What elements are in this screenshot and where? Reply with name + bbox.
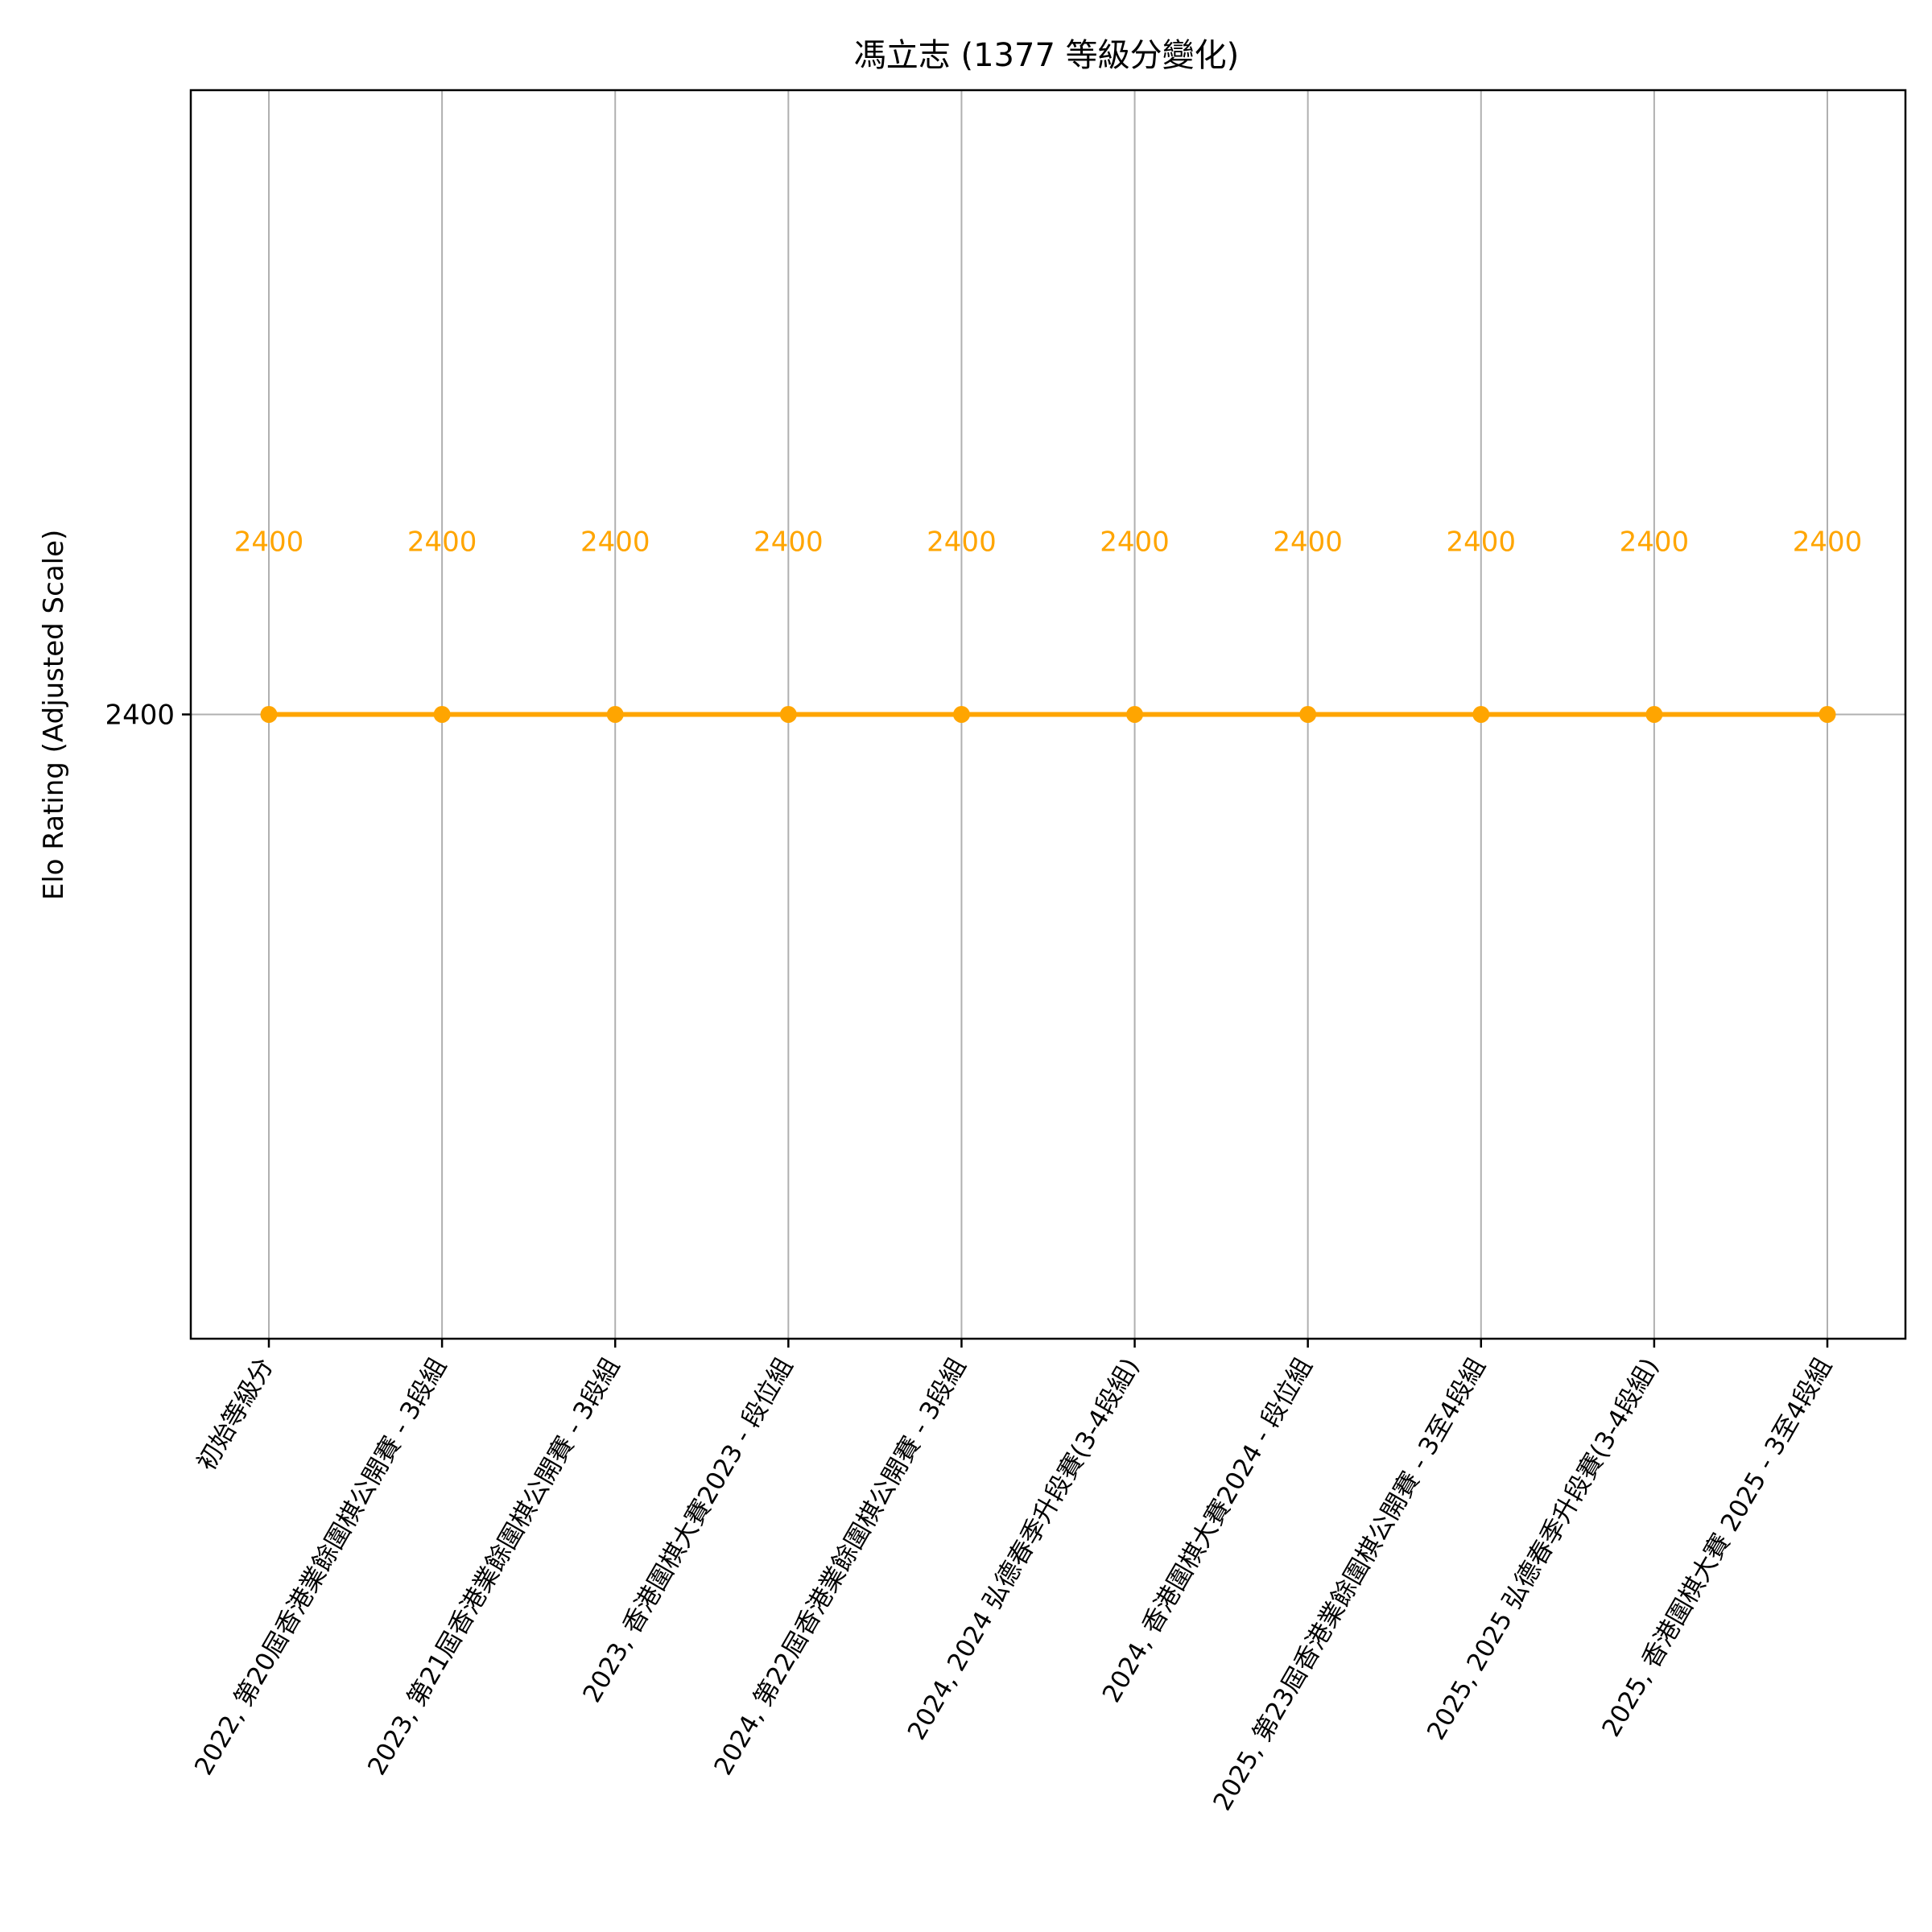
data-label: 2400 xyxy=(927,526,997,559)
data-label: 2400 xyxy=(1273,526,1343,559)
data-point xyxy=(433,706,451,723)
data-label: 2400 xyxy=(407,526,477,559)
x-tick-label: 2024, 香港圍棋大賽2024 - 段位組 xyxy=(1097,1353,1319,1707)
data-point xyxy=(952,706,970,723)
data-label: 2400 xyxy=(1620,526,1690,559)
data-point xyxy=(606,706,624,723)
data-label: 2400 xyxy=(580,526,650,559)
axes-frame xyxy=(189,89,1907,1340)
data-point xyxy=(1472,706,1490,723)
data-point xyxy=(1126,706,1144,723)
data-point xyxy=(1818,706,1836,723)
y-axis-label: Elo Rating (Adjusted Scale) xyxy=(38,530,70,901)
x-tick-label: 2023, 香港圍棋大賽2023 - 段位組 xyxy=(577,1353,799,1707)
data-point xyxy=(260,706,278,723)
data-label: 2400 xyxy=(1793,526,1863,559)
data-point xyxy=(1299,706,1317,723)
chart-title: 馮立志 (1377 等級分變化) xyxy=(854,37,1239,74)
data-label: 2400 xyxy=(1447,526,1517,559)
x-tick-label: 2025, 第23屆香港業餘圍棋公開賽 - 3至4段組 xyxy=(1208,1353,1491,1815)
data-label: 2400 xyxy=(753,526,824,559)
x-tick-label: 初始等級分 xyxy=(192,1353,279,1476)
data-label: 2400 xyxy=(234,526,304,559)
y-tick-label: 2400 xyxy=(105,700,175,732)
data-label: 2400 xyxy=(1100,526,1170,559)
data-point xyxy=(1645,706,1663,723)
data-point xyxy=(779,706,797,723)
